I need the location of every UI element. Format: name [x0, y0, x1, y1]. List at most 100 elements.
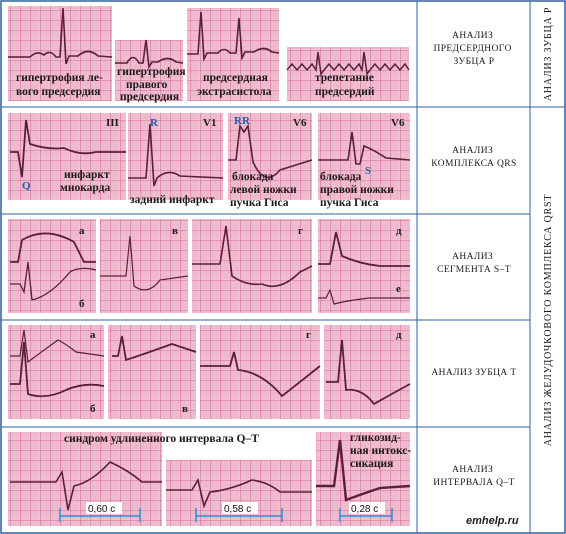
svg-text:гипертрофия правого: гипертрофия правого предсердия — [117, 66, 188, 103]
row-title: СЕГМЕНТА S–T — [437, 265, 511, 275]
wave-label-rr: RR — [234, 115, 251, 127]
ecg-panel — [228, 113, 312, 200]
ecg-trace — [318, 288, 410, 305]
ecg-panel — [192, 219, 312, 313]
panel-letter: г — [306, 329, 311, 341]
ecg-panel — [8, 325, 104, 419]
panel-letter: д — [396, 225, 402, 237]
svg-text:АНАЛИЗ СЕГМЕНТА S–T: АНАЛИЗ СЕГМЕНТА S–T — [437, 252, 511, 275]
interval-label-bg — [222, 502, 258, 514]
ecg-trace — [115, 39, 184, 70]
svg-text:инфаркт миокарда: инфаркт миокарда — [60, 169, 113, 194]
svg-text:АНАЛИЗ ИНТЕРВАЛА Q–T: АНАЛИЗ ИНТЕРВАЛА Q–T — [433, 465, 515, 488]
row2-caption: пучка Гиса — [320, 197, 379, 209]
watermark: emhelp.ru — [466, 515, 519, 527]
svg-text:блокада левой ножки: блокада левой ножки пучка Гиса — [230, 171, 300, 209]
ecg-trace — [10, 232, 96, 263]
row1-caption: гипертрофия — [117, 66, 186, 78]
svg-text:задний инфаркт: задний инфаркт — [130, 194, 215, 206]
row-title: ИНТЕРВАЛА Q–T — [433, 478, 515, 488]
side-title-p-wave: АНАЛИЗ ЗУБЦА Р — [543, 7, 554, 101]
qt-interval-marker — [59, 508, 141, 522]
ecg-panel — [287, 47, 409, 101]
ecg-panel — [200, 325, 320, 419]
ecg-trace — [10, 341, 105, 398]
panel-letter: е — [396, 283, 401, 295]
ecg-trace — [318, 131, 411, 165]
wave-label-r: R — [150, 117, 159, 129]
ecg-panel — [115, 40, 183, 101]
row-title: ПРЕДСЕРДНОГО — [433, 44, 511, 54]
panel-letter: а — [90, 329, 96, 341]
ecg-trace — [10, 329, 105, 364]
interval-value: 0,58 с — [224, 504, 251, 515]
ecg-trace — [10, 261, 97, 301]
row2-caption: правой ножки — [320, 184, 394, 196]
row2-caption: задний инфаркт — [130, 194, 215, 206]
ecg-trace — [128, 123, 224, 187]
row2-caption: миокарда — [60, 182, 110, 194]
row5-caption: гликозид- — [350, 432, 401, 444]
ecg-trace — [187, 11, 280, 63]
qt-interval-marker — [339, 508, 393, 522]
panel-letter: г — [298, 225, 303, 237]
panel-letter: б — [90, 403, 96, 415]
row1-caption: правого — [126, 79, 168, 91]
svg-text:гипертрофия ле- вого пре: гипертрофия ле- вого предсердия — [16, 72, 106, 98]
lead-label: V1 — [203, 117, 216, 129]
side-title-ventricular: АНАЛИЗ ЖЕЛУДОЧКОВОГО КОМПЛЕКСА QRST — [543, 194, 554, 447]
row1-caption: экстрасистола — [197, 86, 272, 98]
ecg-trace — [318, 231, 410, 267]
ecg-panel — [100, 219, 188, 313]
lead-label: III — [106, 117, 119, 129]
row1-caption: предсердий — [315, 86, 375, 98]
ecg-trace — [10, 461, 162, 511]
ecg-trace — [192, 225, 313, 288]
row-st-segment: а б в г д е — [8, 219, 410, 313]
row2-caption: пучка Гиса — [230, 197, 289, 209]
ecg-trace — [316, 439, 411, 502]
row2-caption: блокада — [232, 171, 274, 183]
row5-caption: сикация — [350, 458, 393, 470]
row-title: АНАЛИЗ ЗУБЦА Т — [431, 368, 516, 378]
row2-caption: инфаркт — [64, 169, 110, 181]
row-title: КОМПЛЕКСА QRS — [431, 159, 516, 169]
row-title: АНАЛИЗ — [452, 146, 493, 156]
interval-value: 0,28 с — [351, 504, 378, 515]
ecg-trace — [200, 351, 321, 398]
ecg-trace — [166, 477, 312, 509]
panel-letter: в — [182, 403, 188, 415]
row-t-wave: а б в г д — [8, 325, 411, 419]
wave-label-q: Q — [22, 180, 31, 192]
svg-text:предсердная экстрасистол: предсердная экстрасистола — [197, 72, 272, 98]
ecg-trace — [326, 339, 411, 406]
lead-label: V6 — [391, 117, 405, 129]
svg-text:гликозид- ная интокс-: гликозид- ная интокс- сикация — [350, 432, 414, 470]
lead-label: V6 — [293, 117, 307, 129]
row2-caption: блокада — [320, 171, 362, 183]
ecg-trace — [10, 119, 126, 178]
row1-caption: вого предсердия — [16, 86, 101, 98]
ecg-panel — [166, 460, 312, 526]
panel-letter: б — [79, 298, 85, 310]
svg-text:АНАЛИЗ ПРЕДСЕРДНОГО ЗУ: АНАЛИЗ ПРЕДСЕРДНОГО ЗУБЦА Р — [433, 31, 514, 67]
svg-text:блокада правой ножки: блокада правой ножки пучка Гиса — [320, 171, 397, 209]
svg-text:трепетание предсердий: трепетание предсердий — [315, 72, 377, 98]
panel-letter: д — [396, 329, 402, 341]
row2-caption: левой ножки — [230, 184, 297, 196]
ecg-panel — [8, 432, 162, 526]
interval-value: 0,60 с — [88, 504, 115, 515]
ecg-trace — [112, 335, 197, 362]
interval-label-bg — [349, 502, 385, 514]
row1-caption: предсердная — [203, 72, 268, 84]
row-title: ЗУБЦА Р — [454, 57, 495, 67]
ecg-trace — [100, 235, 189, 291]
row5-caption: синдром удлиненного интервала Q–T — [64, 433, 259, 445]
row-title: АНАЛИЗ — [452, 31, 493, 41]
ecg-panel — [128, 113, 223, 200]
panel-letter: в — [172, 225, 178, 237]
wave-label-s: S — [365, 165, 371, 177]
interval-label-bg — [86, 502, 122, 514]
row-p-wave: гипертрофия ле- вого предсердия гипертро… — [8, 6, 410, 103]
